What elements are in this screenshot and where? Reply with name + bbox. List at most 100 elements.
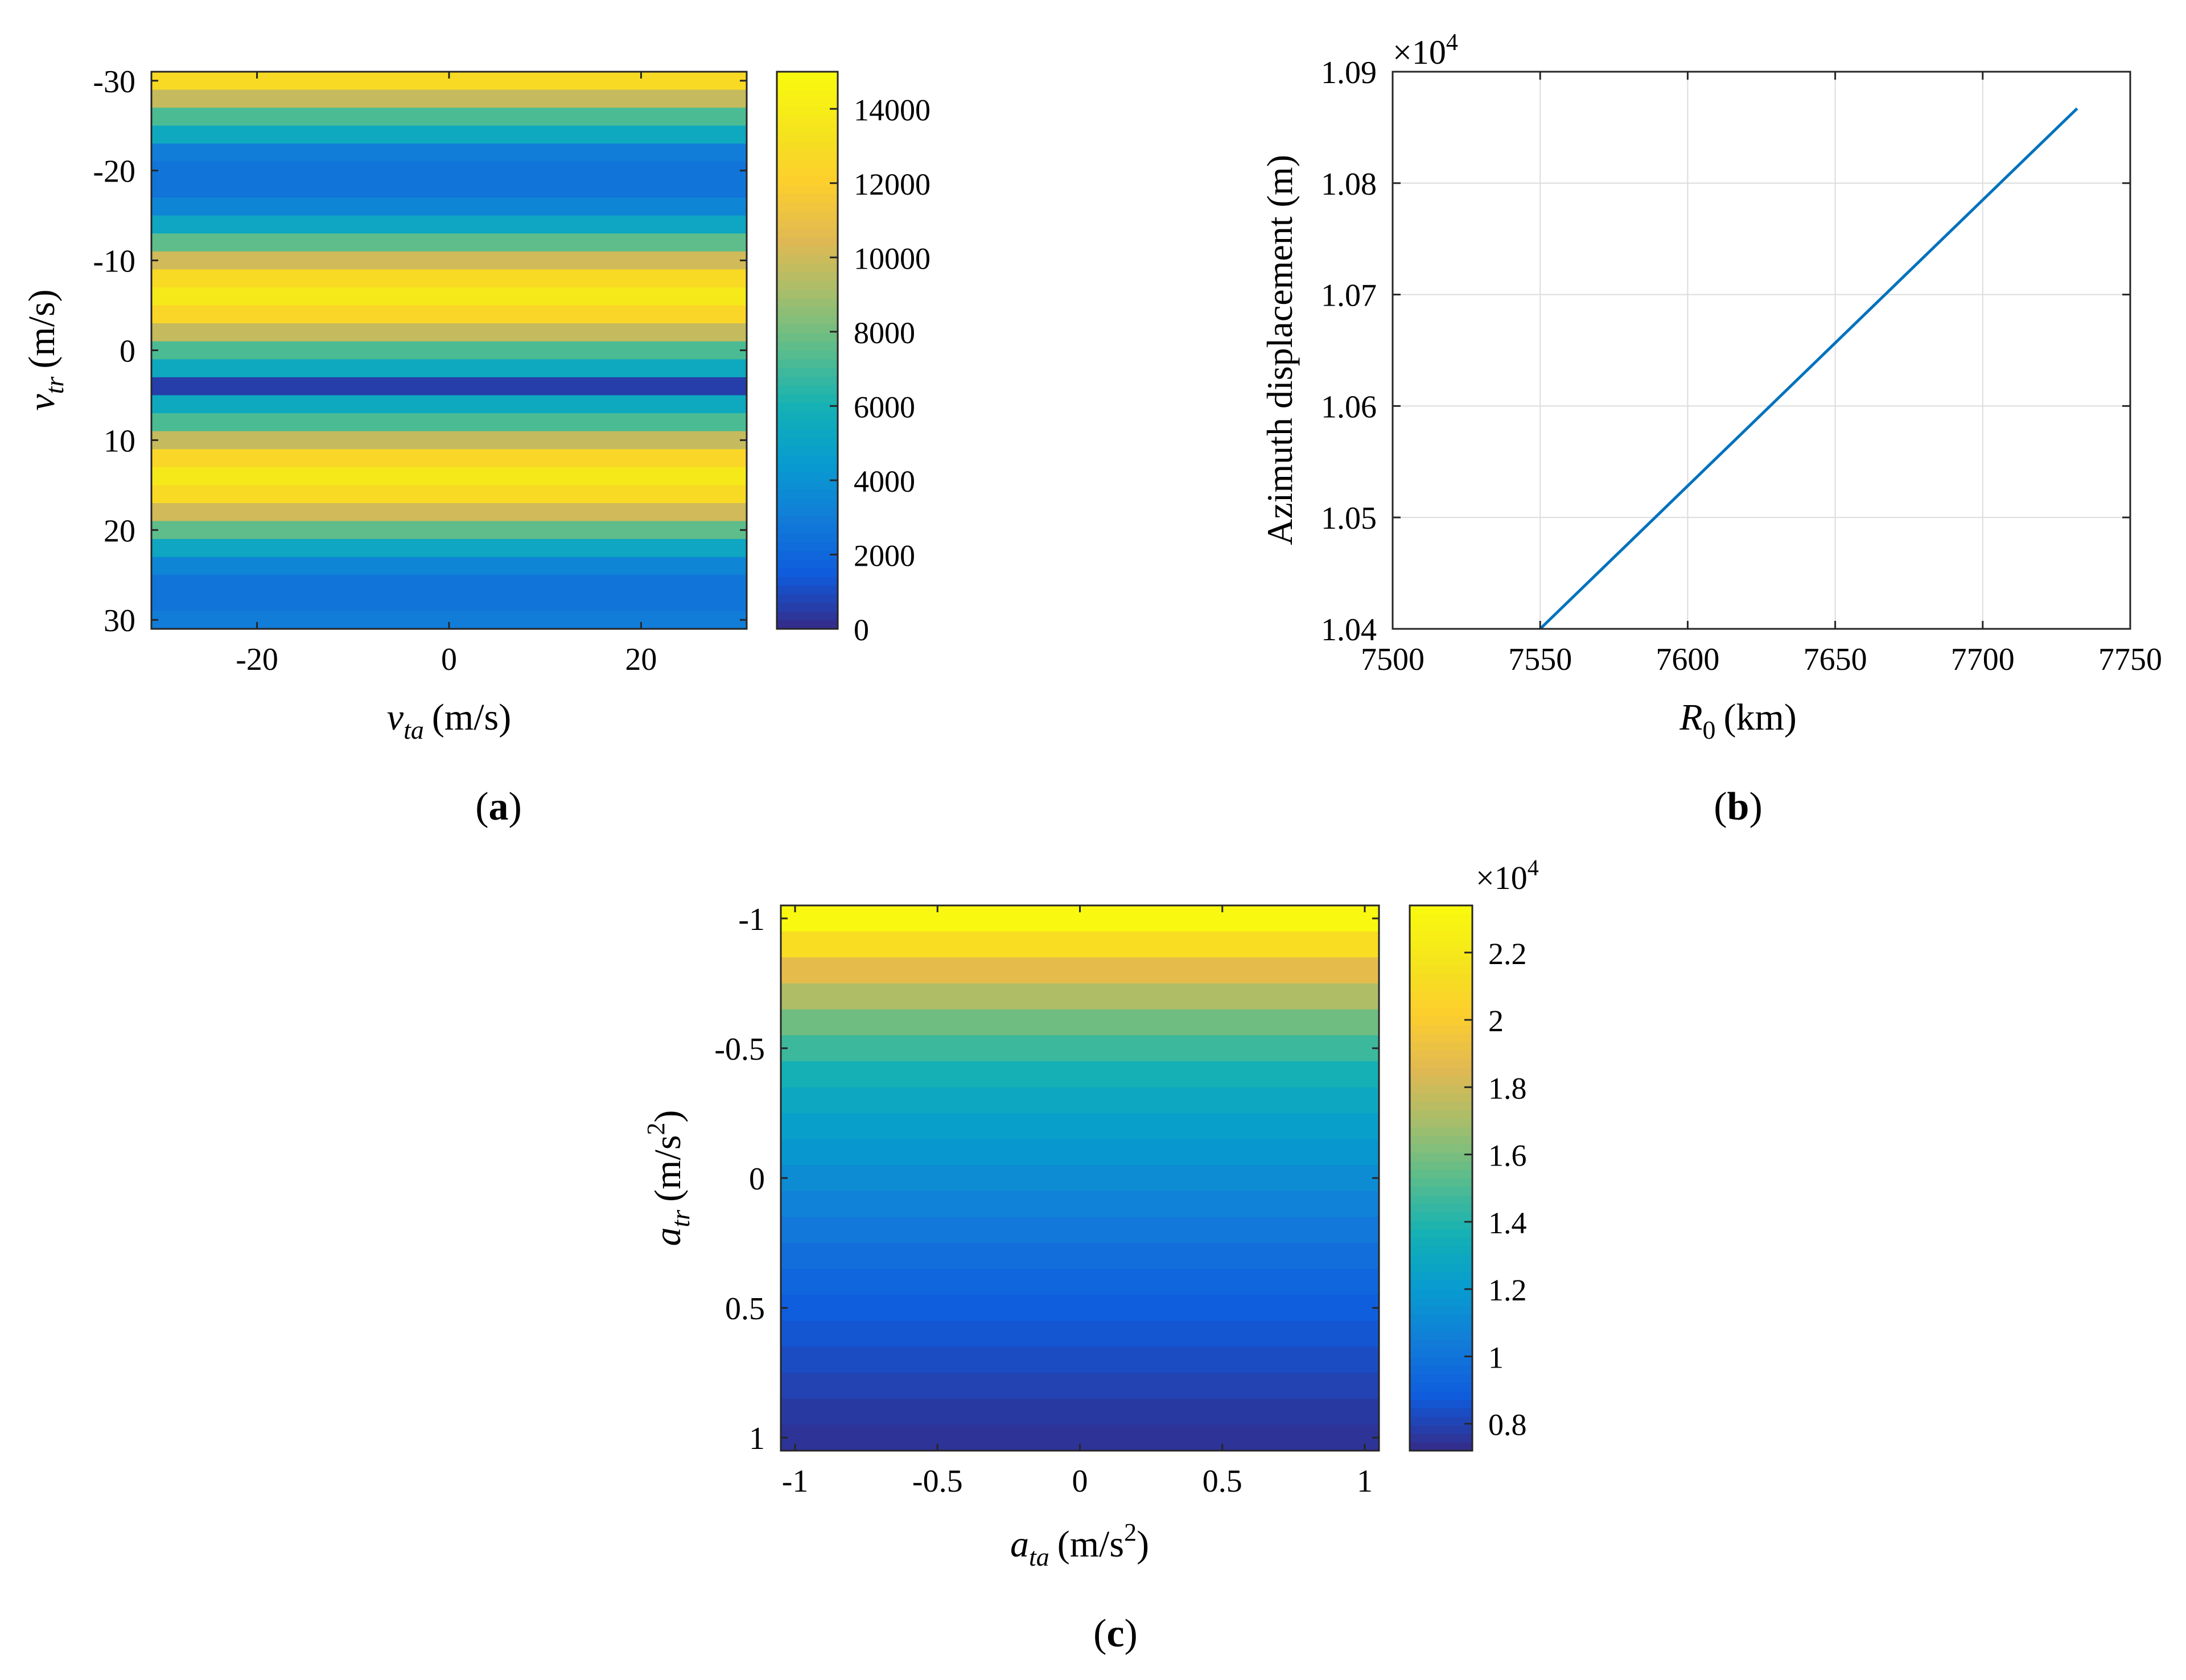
colorbar-segment xyxy=(777,480,838,490)
colorbar-segment xyxy=(777,489,838,499)
heatmap-row-cell xyxy=(781,931,1379,958)
colorbar-segment xyxy=(777,167,838,177)
colorbar-segment xyxy=(1410,1357,1472,1366)
panel-c-x-ticks: -1 -0.5 0 0.5 1 xyxy=(782,905,1373,1499)
heatmap-row-cell xyxy=(781,1139,1379,1166)
panel-b-y-ticks: 1.04 1.05 1.06 1.07 1.08 1.09 xyxy=(1321,55,2130,648)
colorbar-segment xyxy=(777,611,838,621)
heatmap-row-cell xyxy=(781,1243,1379,1270)
heatmap-row-cell xyxy=(151,89,747,108)
colorbar-tick-label: 2000 xyxy=(854,538,915,573)
x-tick-label: 0 xyxy=(1072,1464,1088,1499)
x-tick-label: 20 xyxy=(625,642,657,677)
heatmap-row-cell xyxy=(781,1347,1379,1373)
colorbar-segment xyxy=(777,123,838,133)
colorbar-segment xyxy=(1410,1127,1472,1136)
colorbar-tick-label: 1 xyxy=(1488,1340,1504,1374)
panel-a-colorbar xyxy=(777,72,838,629)
colorbar-segment xyxy=(777,359,838,368)
colorbar-segment xyxy=(777,307,838,316)
colorbar-segment xyxy=(1410,1170,1472,1179)
x-tick-label: 7600 xyxy=(1656,642,1719,677)
colorbar-tick-label: 10000 xyxy=(854,241,931,275)
colorbar-segment xyxy=(777,603,838,612)
colorbar-segment xyxy=(777,324,838,333)
heatmap-row-cell xyxy=(781,1113,1379,1140)
colorbar-segment xyxy=(1410,1382,1472,1391)
heatmap-row-cell xyxy=(151,377,747,396)
panel-b-plot-frame xyxy=(1392,71,2131,630)
colorbar-segment xyxy=(777,245,838,255)
heatmap-row-cell xyxy=(781,1295,1379,1321)
colorbar-segment xyxy=(1410,1178,1472,1187)
colorbar-segment xyxy=(777,106,838,116)
colorbar-tick-label: 6000 xyxy=(854,390,915,424)
heatmap-row-cell xyxy=(151,323,747,342)
colorbar-segment xyxy=(777,271,838,281)
heatmap-row-cell xyxy=(151,233,747,252)
colorbar-segment xyxy=(1410,973,1472,983)
colorbar-segment xyxy=(777,446,838,455)
colorbar-segment xyxy=(777,567,838,577)
panel-a-y-ticks: -30 -20 -10 0 10 20 30 xyxy=(93,64,747,639)
colorbar-segment xyxy=(1410,1186,1472,1196)
colorbar-segment xyxy=(1410,1323,1472,1332)
colorbar-segment xyxy=(1410,1280,1472,1290)
colorbar-segment xyxy=(1410,1263,1472,1273)
colorbar-segment xyxy=(777,498,838,508)
colorbar-segment xyxy=(1410,948,1472,957)
y-tick-label: -0.5 xyxy=(714,1032,765,1067)
panel-c-y-ticks: -1 -0.5 0 0.5 1 xyxy=(714,902,1379,1456)
colorbar-segment xyxy=(777,332,838,342)
colorbar-segment xyxy=(1410,1391,1472,1400)
y-tick-label: -30 xyxy=(93,64,135,100)
colorbar-segment xyxy=(1410,965,1472,974)
colorbar-segment xyxy=(777,524,838,534)
panel-a-colorbar-frame xyxy=(776,71,839,630)
heatmap-row-cell xyxy=(151,413,747,432)
colorbar-segment xyxy=(1410,1059,1472,1068)
heatmap-row-cell xyxy=(151,503,747,522)
x-tick-label: -20 xyxy=(236,642,278,677)
y-tick-label: -1 xyxy=(738,902,765,937)
colorbar-segment xyxy=(777,220,838,229)
colorbar-segment xyxy=(777,516,838,525)
colorbar-segment xyxy=(1410,999,1472,1008)
colorbar-segment xyxy=(777,211,838,220)
y-tick-label: -10 xyxy=(93,244,135,279)
heatmap-row-cell xyxy=(781,983,1379,1010)
colorbar-tick-label: 2.2 xyxy=(1488,937,1527,971)
colorbar-segment xyxy=(777,281,838,290)
colorbar-segment xyxy=(1410,1033,1472,1043)
colorbar-segment xyxy=(777,298,838,307)
heatmap-row-cell xyxy=(151,449,747,468)
colorbar-segment xyxy=(1410,1442,1472,1451)
heatmap-row-cell xyxy=(151,521,747,540)
colorbar-segment xyxy=(1410,1374,1472,1383)
colorbar-segment xyxy=(777,133,838,142)
heatmap-row-cell xyxy=(151,359,747,378)
y-tick-label: -20 xyxy=(93,154,135,190)
heatmap-row-cell xyxy=(151,161,747,180)
colorbar-segment xyxy=(1410,1229,1472,1238)
heatmap-row-cell xyxy=(151,575,747,594)
panel-b-caption-label: (b) xyxy=(1714,785,1763,829)
heatmap-row-cell xyxy=(781,1269,1379,1295)
colorbar-segment xyxy=(1410,1110,1472,1119)
colorbar-segment xyxy=(777,533,838,542)
heatmap-row-cell xyxy=(151,341,747,360)
x-tick-label: 7500 xyxy=(1361,642,1425,677)
colorbar-segment xyxy=(777,202,838,212)
panel-c-colorbar-frame xyxy=(1409,904,1473,1452)
colorbar-tick-label: 1.6 xyxy=(1488,1139,1527,1173)
heatmap-row-cell xyxy=(781,957,1379,984)
colorbar-segment xyxy=(1410,1348,1472,1357)
colorbar-segment xyxy=(1410,913,1472,923)
heatmap-row-cell xyxy=(151,108,747,126)
heatmap-row-cell xyxy=(151,179,747,198)
colorbar-tick-label: 0.8 xyxy=(1488,1408,1527,1442)
heatmap-row-cell xyxy=(151,592,747,611)
colorbar-segment xyxy=(1410,905,1472,915)
heatmap-row-cell xyxy=(151,143,747,162)
colorbar-segment xyxy=(1410,1076,1472,1085)
